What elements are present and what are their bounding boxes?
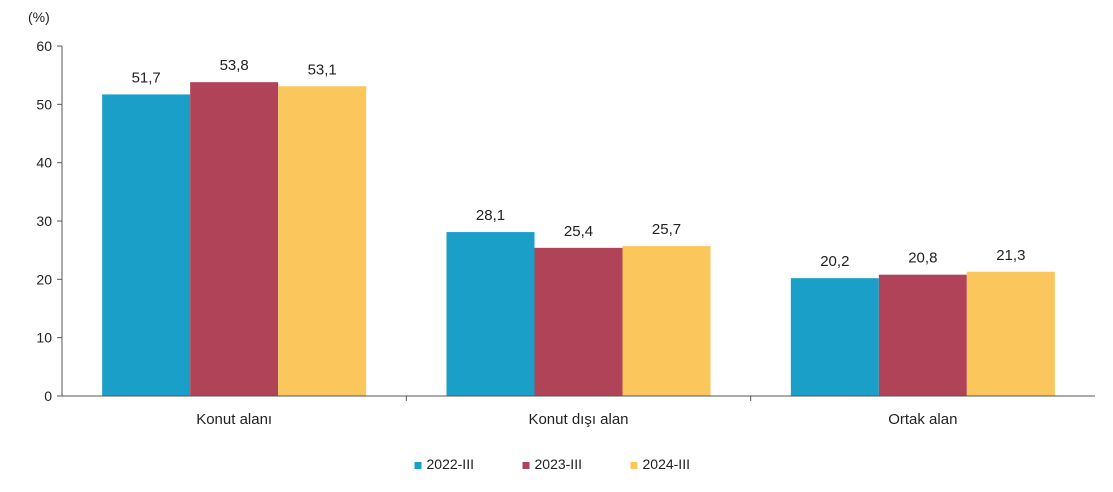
data-label: 20,2 bbox=[820, 253, 849, 270]
data-label: 53,8 bbox=[220, 57, 249, 74]
bar-2022-III-1 bbox=[102, 94, 191, 397]
x-axis: Konut alanı Konut dışı alan Ortak alan bbox=[62, 395, 1095, 428]
x-category-label: Ortak alan bbox=[888, 411, 957, 428]
legend-label: 2022-III bbox=[427, 456, 474, 472]
data-label: 51,7 bbox=[132, 69, 161, 86]
y-axis: 0 10 20 30 40 50 60 bbox=[36, 38, 63, 404]
y-tick-label: 0 bbox=[44, 388, 52, 404]
data-label: 28,1 bbox=[476, 207, 505, 224]
bar-2023-III-2 bbox=[534, 247, 623, 396]
bar-2024-III-3 bbox=[966, 271, 1055, 396]
legend-label: 2024-III bbox=[643, 456, 690, 472]
data-label: 25,4 bbox=[564, 223, 593, 240]
legend-label: 2023-III bbox=[535, 456, 582, 472]
legend-swatch bbox=[630, 462, 638, 469]
legend-swatch bbox=[522, 462, 530, 469]
x-category-label: Konut alanı bbox=[196, 411, 272, 428]
data-label: 25,7 bbox=[652, 221, 681, 238]
x-category-label: Konut dışı alan bbox=[528, 411, 628, 428]
bars-group: 51,7 53,8 53,1 28,1 25,4 25,7 20,2 20,8 21,3 bbox=[102, 57, 1055, 397]
bar-2023-III-1 bbox=[190, 82, 279, 397]
data-label: 20,8 bbox=[908, 250, 937, 267]
y-tick-label: 60 bbox=[36, 38, 52, 54]
y-unit-label: (%) bbox=[28, 9, 50, 25]
bar-2024-III-1 bbox=[278, 86, 367, 396]
legend: 2022-III 2023-III 2024-III bbox=[414, 456, 690, 472]
bar-2022-III-3 bbox=[790, 278, 879, 396]
bar-2022-III-2 bbox=[446, 232, 535, 396]
legend-swatch bbox=[414, 462, 422, 469]
y-tick-label: 30 bbox=[36, 213, 52, 229]
bar-2023-III-3 bbox=[878, 274, 967, 396]
y-tick-label: 10 bbox=[36, 330, 52, 346]
data-label: 53,1 bbox=[308, 61, 337, 78]
y-tick-label: 20 bbox=[36, 271, 52, 287]
y-tick-label: 40 bbox=[36, 155, 52, 171]
y-tick-label: 50 bbox=[36, 96, 52, 112]
data-label: 21,3 bbox=[996, 247, 1025, 264]
bar-2024-III-2 bbox=[622, 246, 711, 396]
